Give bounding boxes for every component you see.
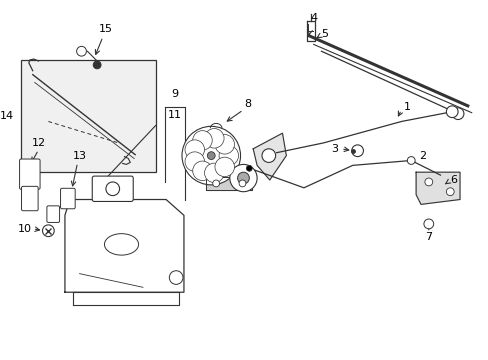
Circle shape — [451, 108, 463, 120]
Circle shape — [229, 165, 257, 192]
Text: 11: 11 — [168, 109, 182, 120]
Text: 4: 4 — [309, 13, 317, 23]
FancyBboxPatch shape — [92, 176, 133, 202]
Circle shape — [239, 180, 245, 187]
Ellipse shape — [104, 234, 138, 255]
Text: 1: 1 — [403, 102, 409, 112]
Circle shape — [215, 157, 234, 177]
FancyBboxPatch shape — [20, 159, 40, 189]
Polygon shape — [253, 133, 286, 180]
Circle shape — [219, 146, 238, 165]
Text: 6: 6 — [449, 175, 456, 185]
Bar — [21, 60, 155, 172]
Circle shape — [77, 46, 86, 56]
Circle shape — [207, 152, 215, 159]
Text: 2: 2 — [418, 150, 426, 161]
Circle shape — [184, 140, 204, 159]
Circle shape — [192, 131, 212, 150]
Circle shape — [204, 129, 224, 148]
Polygon shape — [206, 177, 252, 190]
FancyBboxPatch shape — [47, 206, 60, 222]
FancyBboxPatch shape — [61, 188, 75, 209]
Circle shape — [423, 219, 433, 229]
Text: 10: 10 — [18, 224, 32, 234]
Circle shape — [246, 165, 252, 171]
Text: 13: 13 — [72, 150, 86, 161]
Circle shape — [446, 106, 457, 118]
Circle shape — [93, 61, 101, 69]
Circle shape — [446, 188, 453, 195]
Text: 7: 7 — [425, 231, 431, 242]
Circle shape — [212, 180, 219, 187]
Circle shape — [351, 145, 363, 157]
Circle shape — [184, 152, 204, 171]
Circle shape — [262, 149, 275, 162]
Circle shape — [106, 182, 120, 195]
Text: 5: 5 — [321, 29, 328, 39]
Circle shape — [424, 178, 432, 186]
Text: 3: 3 — [330, 144, 337, 154]
Text: 12: 12 — [31, 138, 45, 148]
Circle shape — [215, 135, 234, 154]
Text: 14: 14 — [0, 111, 14, 121]
Circle shape — [169, 271, 183, 284]
Circle shape — [182, 126, 240, 185]
Polygon shape — [415, 172, 459, 204]
Polygon shape — [65, 199, 183, 292]
Circle shape — [237, 172, 249, 184]
Text: 15: 15 — [99, 24, 113, 34]
Text: 9: 9 — [171, 89, 179, 99]
FancyBboxPatch shape — [21, 186, 38, 211]
Polygon shape — [73, 292, 179, 305]
Circle shape — [407, 157, 414, 165]
Circle shape — [192, 161, 212, 181]
Circle shape — [42, 225, 54, 237]
Text: 8: 8 — [244, 99, 250, 109]
Circle shape — [204, 163, 224, 183]
